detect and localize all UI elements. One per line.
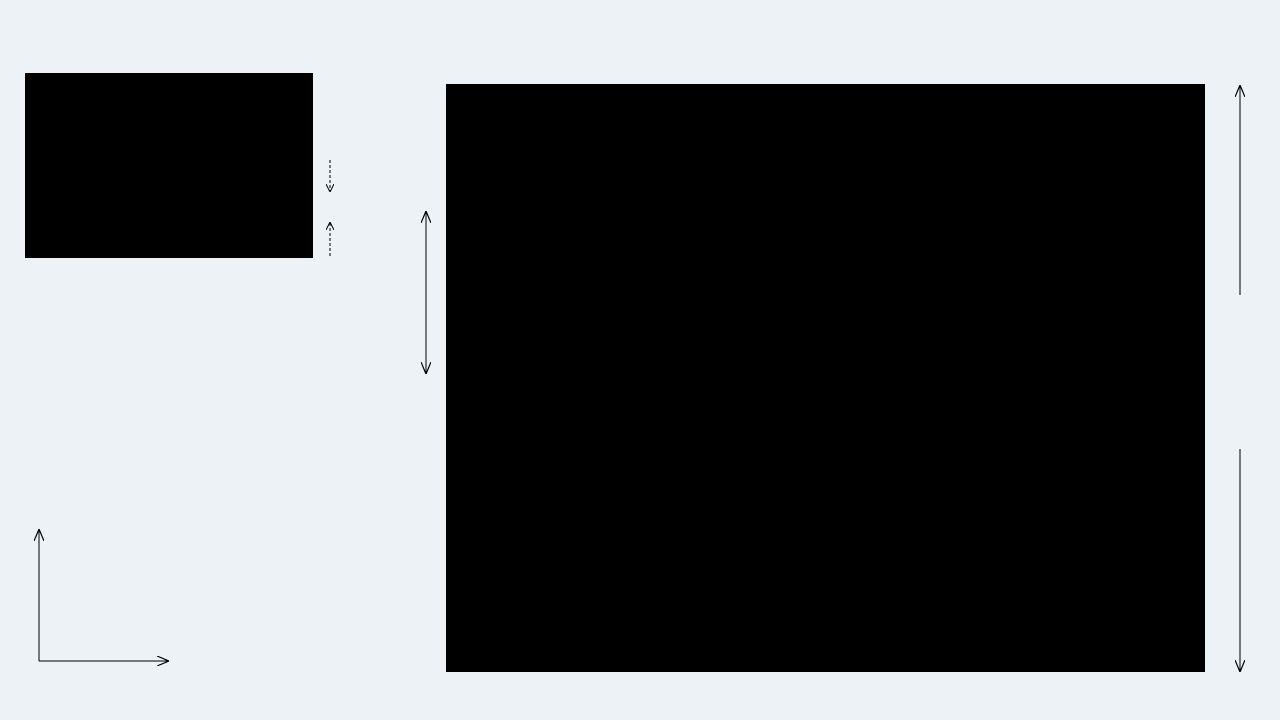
height-dimension <box>1240 86 1242 671</box>
inset-substrate <box>25 73 313 162</box>
gap-dimension <box>1167 375 1173 661</box>
inset-tantalum-top <box>25 162 313 192</box>
coordinate-axes <box>39 530 168 661</box>
multilayer-dimension <box>404 212 426 373</box>
inset-tantalum-bottom <box>25 225 313 258</box>
sample <box>453 218 1197 257</box>
inset-panel <box>25 73 355 258</box>
silicon-substrate-region <box>453 218 1197 257</box>
inset-aluminum <box>25 192 313 225</box>
width-dimension <box>0 0 1201 187</box>
